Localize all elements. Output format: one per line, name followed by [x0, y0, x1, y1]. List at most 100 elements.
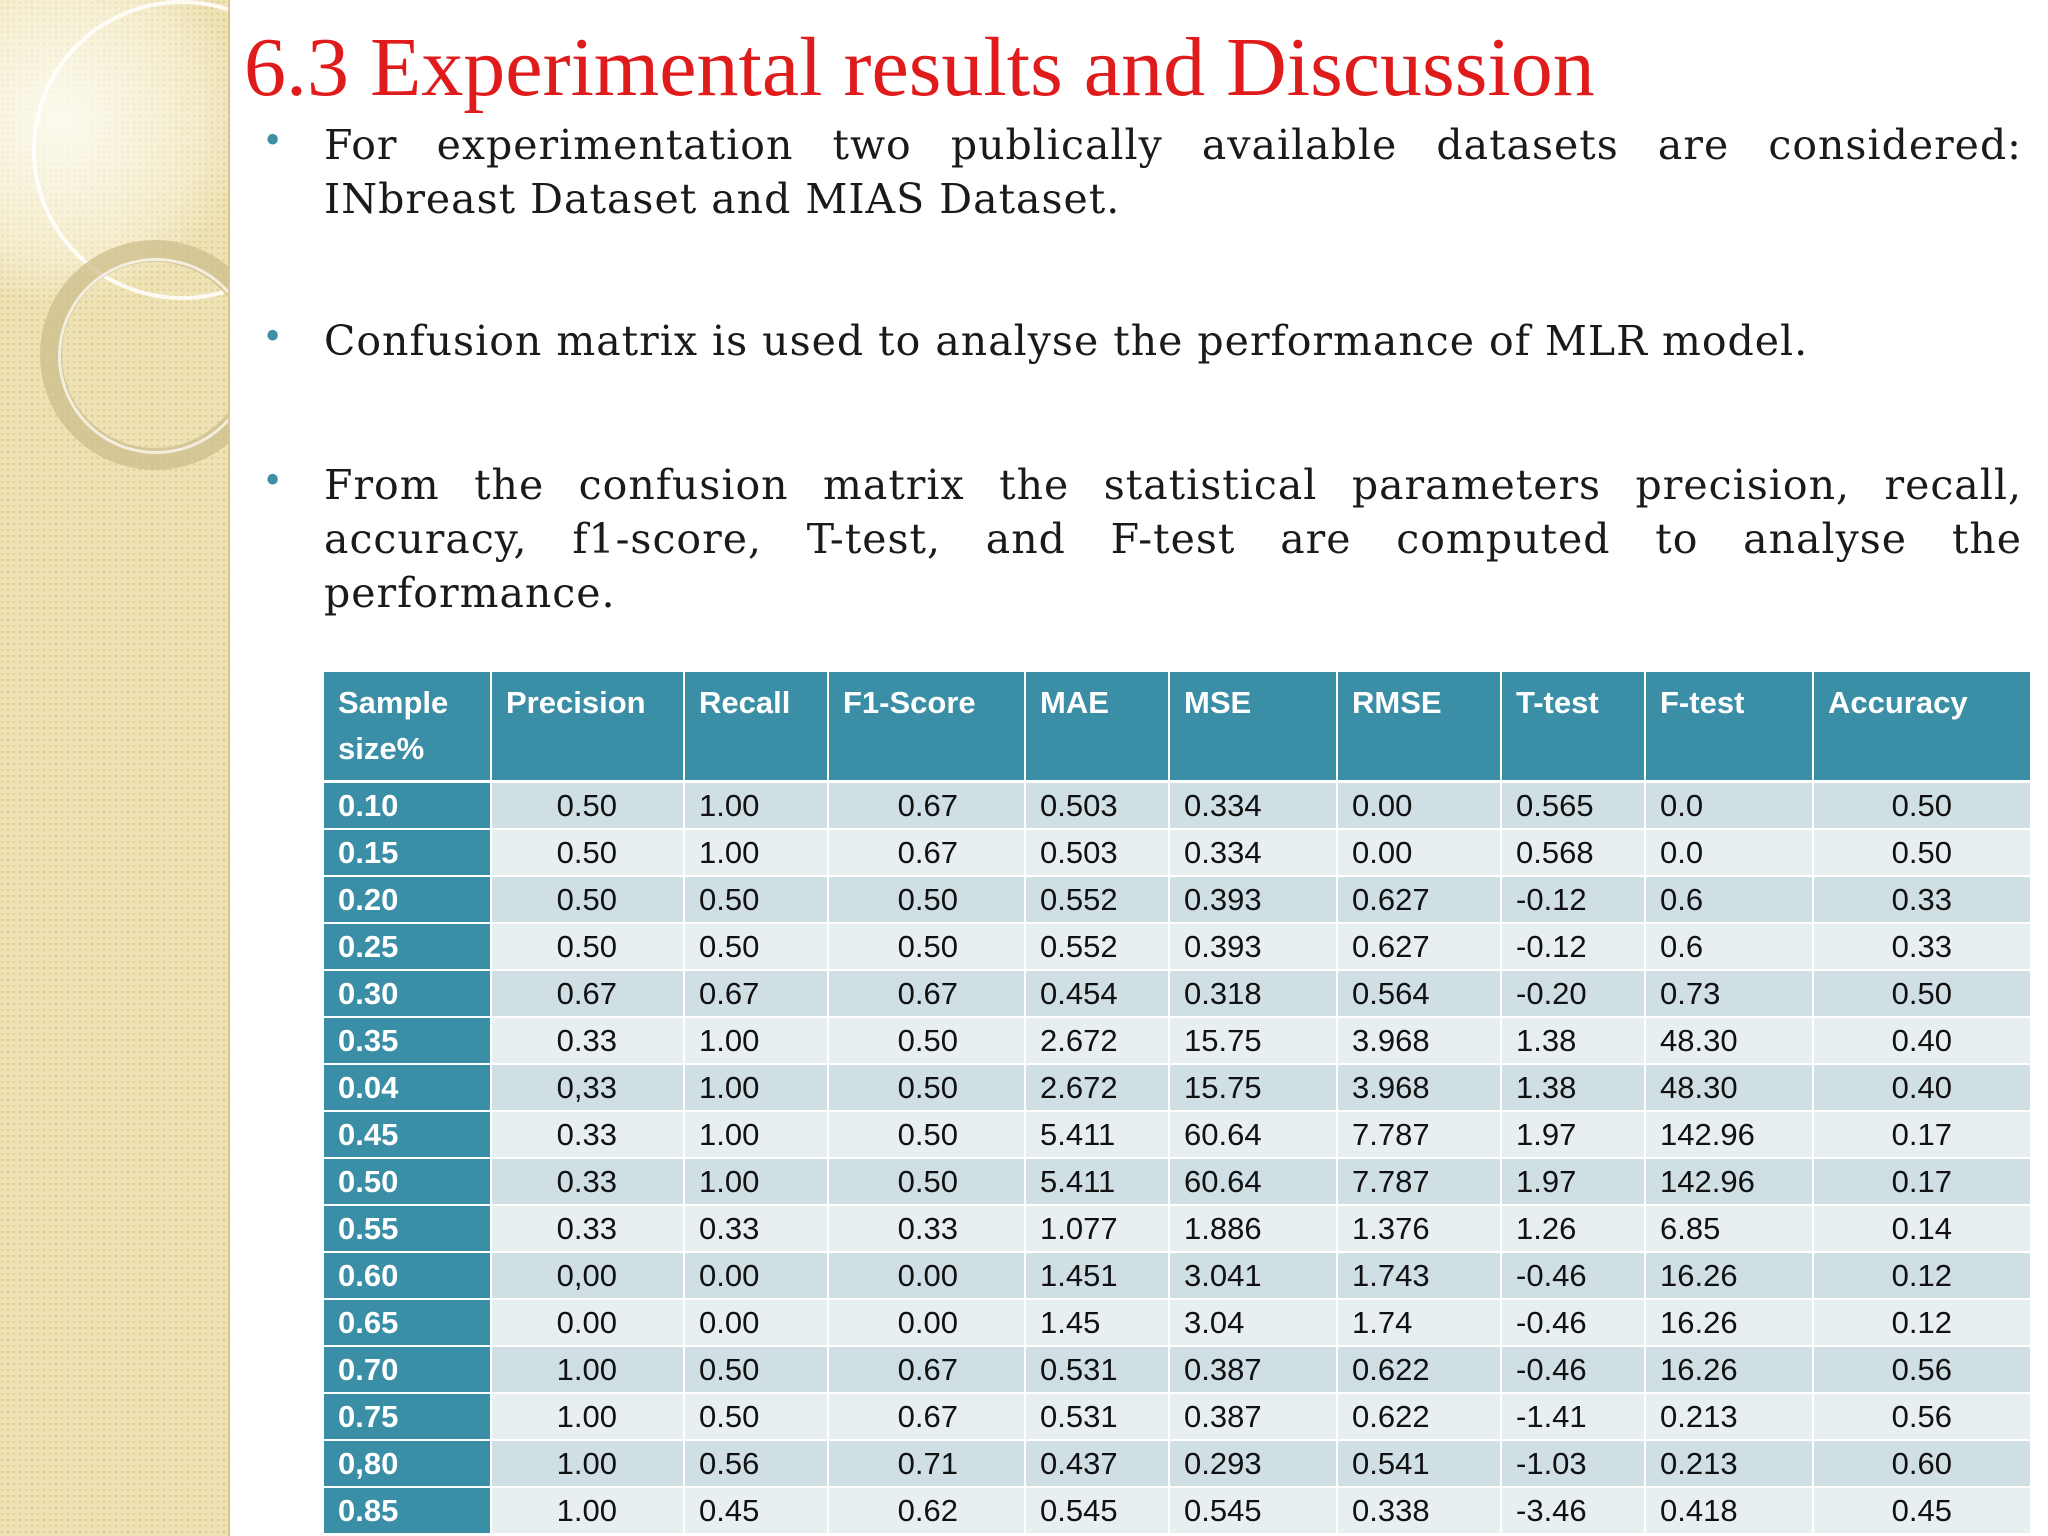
- cell-recall: 1.00: [684, 1158, 829, 1206]
- cell-mse: 0.334: [1169, 829, 1338, 877]
- header-rmse: RMSE: [1337, 672, 1502, 783]
- cell-mae: 0.552: [1025, 876, 1170, 924]
- cell-t-test: 1.26: [1501, 1205, 1646, 1253]
- table-row: 0.25 0.50 0.50 0.50 0.552 0.393 0.627 -0.12 0.6 0…: [324, 923, 2030, 971]
- cell-t-test: 1.97: [1501, 1111, 1646, 1159]
- cell-f1-score: 0.62: [828, 1487, 1026, 1535]
- table-row: 0.70 1.00 0.50 0.67 0.531 0.387 0.622 -0.46 16.2…: [324, 1346, 2030, 1394]
- cell-precision: 1.00: [491, 1346, 685, 1394]
- cell-sample-size: 0.35: [324, 1017, 492, 1065]
- cell-precision: 0,33: [491, 1064, 685, 1112]
- cell-t-test: -1.41: [1501, 1393, 1646, 1441]
- cell-recall: 0.56: [684, 1440, 829, 1488]
- cell-accuracy: 0.17: [1813, 1111, 2030, 1159]
- header-precision: Precision: [491, 672, 685, 783]
- cell-accuracy: 0.50: [1813, 781, 2030, 830]
- cell-precision: 0.33: [491, 1158, 685, 1206]
- cell-mae: 0.531: [1025, 1393, 1170, 1441]
- cell-t-test: 0.565: [1501, 781, 1646, 830]
- cell-f-test: 48.30: [1645, 1017, 1814, 1065]
- cell-t-test: -0.20: [1501, 970, 1646, 1018]
- cell-recall: 0.50: [684, 876, 829, 924]
- cell-rmse: 7.787: [1337, 1158, 1502, 1206]
- cell-f-test: 0.6: [1645, 876, 1814, 924]
- cell-sample-size: 0.65: [324, 1299, 492, 1347]
- header-sample-size: Sample size%: [324, 672, 492, 783]
- header-recall: Recall: [684, 672, 829, 783]
- cell-accuracy: 0.45: [1813, 1487, 2030, 1535]
- cell-mae: 0.454: [1025, 970, 1170, 1018]
- cell-mae: 0.437: [1025, 1440, 1170, 1488]
- cell-rmse: 0.622: [1337, 1393, 1502, 1441]
- cell-f-test: 142.96: [1645, 1111, 1814, 1159]
- cell-accuracy: 0.50: [1813, 970, 2030, 1018]
- cell-mse: 15.75: [1169, 1064, 1338, 1112]
- cell-t-test: -1.03: [1501, 1440, 1646, 1488]
- cell-f-test: 16.26: [1645, 1252, 1814, 1300]
- bullet-item: • For experimentation two publically ava…: [262, 118, 2022, 226]
- cell-accuracy: 0.40: [1813, 1017, 2030, 1065]
- table-row: 0.60 0,00 0.00 0.00 1.451 3.041 1.743 -0.46 16.2…: [324, 1252, 2030, 1300]
- cell-rmse: 0.627: [1337, 876, 1502, 924]
- cell-t-test: -0.46: [1501, 1346, 1646, 1394]
- cell-accuracy: 0.33: [1813, 923, 2030, 971]
- cell-f1-score: 0.67: [828, 781, 1026, 830]
- cell-mse: 0.387: [1169, 1393, 1338, 1441]
- table-row: 0.55 0.33 0.33 0.33 1.077 1.886 1.376 1.26 6.85 0…: [324, 1205, 2030, 1253]
- cell-f-test: 0.0: [1645, 781, 1814, 830]
- table-row: 0,80 1.00 0.56 0.71 0.437 0.293 0.541 -1.03 0.21…: [324, 1440, 2030, 1488]
- cell-f1-score: 0.50: [828, 876, 1026, 924]
- cell-mae: 1.451: [1025, 1252, 1170, 1300]
- header-mse: MSE: [1169, 672, 1338, 783]
- results-table: Sample size% Precision Recall F1-Score MAE MS…: [324, 672, 2030, 1535]
- cell-precision: 1.00: [491, 1440, 685, 1488]
- cell-sample-size: 0.20: [324, 876, 492, 924]
- cell-f-test: 16.26: [1645, 1299, 1814, 1347]
- cell-f-test: 0.73: [1645, 970, 1814, 1018]
- cell-mse: 0.393: [1169, 923, 1338, 971]
- cell-accuracy: 0.56: [1813, 1393, 2030, 1441]
- cell-mse: 60.64: [1169, 1111, 1338, 1159]
- cell-mae: 0.531: [1025, 1346, 1170, 1394]
- cell-rmse: 3.968: [1337, 1064, 1502, 1112]
- table-row: 0.30 0.67 0.67 0.67 0.454 0.318 0.564 -0.20 0.73…: [324, 970, 2030, 1018]
- cell-precision: 0.00: [491, 1299, 685, 1347]
- cell-rmse: 0.622: [1337, 1346, 1502, 1394]
- cell-recall: 0.50: [684, 1346, 829, 1394]
- cell-f1-score: 0.71: [828, 1440, 1026, 1488]
- table-row: 0.45 0.33 1.00 0.50 5.411 60.64 7.787 1.97 142.9…: [324, 1111, 2030, 1159]
- cell-precision: 0.50: [491, 876, 685, 924]
- cell-precision: 0.50: [491, 923, 685, 971]
- cell-sample-size: 0.25: [324, 923, 492, 971]
- cell-accuracy: 0.40: [1813, 1064, 2030, 1112]
- cell-mae: 2.672: [1025, 1017, 1170, 1065]
- bullet-text: Confusion matrix is used to analyse the …: [324, 317, 1809, 365]
- cell-sample-size: 0,80: [324, 1440, 492, 1488]
- cell-rmse: 1.743: [1337, 1252, 1502, 1300]
- cell-sample-size: 0.50: [324, 1158, 492, 1206]
- cell-accuracy: 0.50: [1813, 829, 2030, 877]
- table-row: 0.85 1.00 0.45 0.62 0.545 0.545 0.338 -3.46 0.41…: [324, 1487, 2030, 1535]
- cell-f1-score: 0.50: [828, 1064, 1026, 1112]
- cell-recall: 0.33: [684, 1205, 829, 1253]
- cell-f-test: 6.85: [1645, 1205, 1814, 1253]
- cell-f-test: 0.213: [1645, 1440, 1814, 1488]
- cell-mae: 5.411: [1025, 1158, 1170, 1206]
- cell-sample-size: 0.60: [324, 1252, 492, 1300]
- cell-precision: 0.50: [491, 781, 685, 830]
- table-row: 0.10 0.50 1.00 0.67 0.503 0.334 0.00 0.565 0.0 0.…: [324, 781, 2030, 830]
- cell-precision: 0.33: [491, 1205, 685, 1253]
- cell-mae: 5.411: [1025, 1111, 1170, 1159]
- header-t-test: T-test: [1501, 672, 1646, 783]
- cell-precision: 0.33: [491, 1017, 685, 1065]
- header-mae: MAE: [1025, 672, 1170, 783]
- cell-recall: 0.50: [684, 923, 829, 971]
- header-accuracy: Accuracy: [1813, 672, 2030, 783]
- bullet-dot-icon: •: [262, 317, 284, 358]
- cell-accuracy: 0.33: [1813, 876, 2030, 924]
- cell-rmse: 0.541: [1337, 1440, 1502, 1488]
- table-row: 0.20 0.50 0.50 0.50 0.552 0.393 0.627 -0.12 0.6 0…: [324, 876, 2030, 924]
- cell-precision: 0,00: [491, 1252, 685, 1300]
- cell-recall: 0.00: [684, 1252, 829, 1300]
- cell-mae: 2.672: [1025, 1064, 1170, 1112]
